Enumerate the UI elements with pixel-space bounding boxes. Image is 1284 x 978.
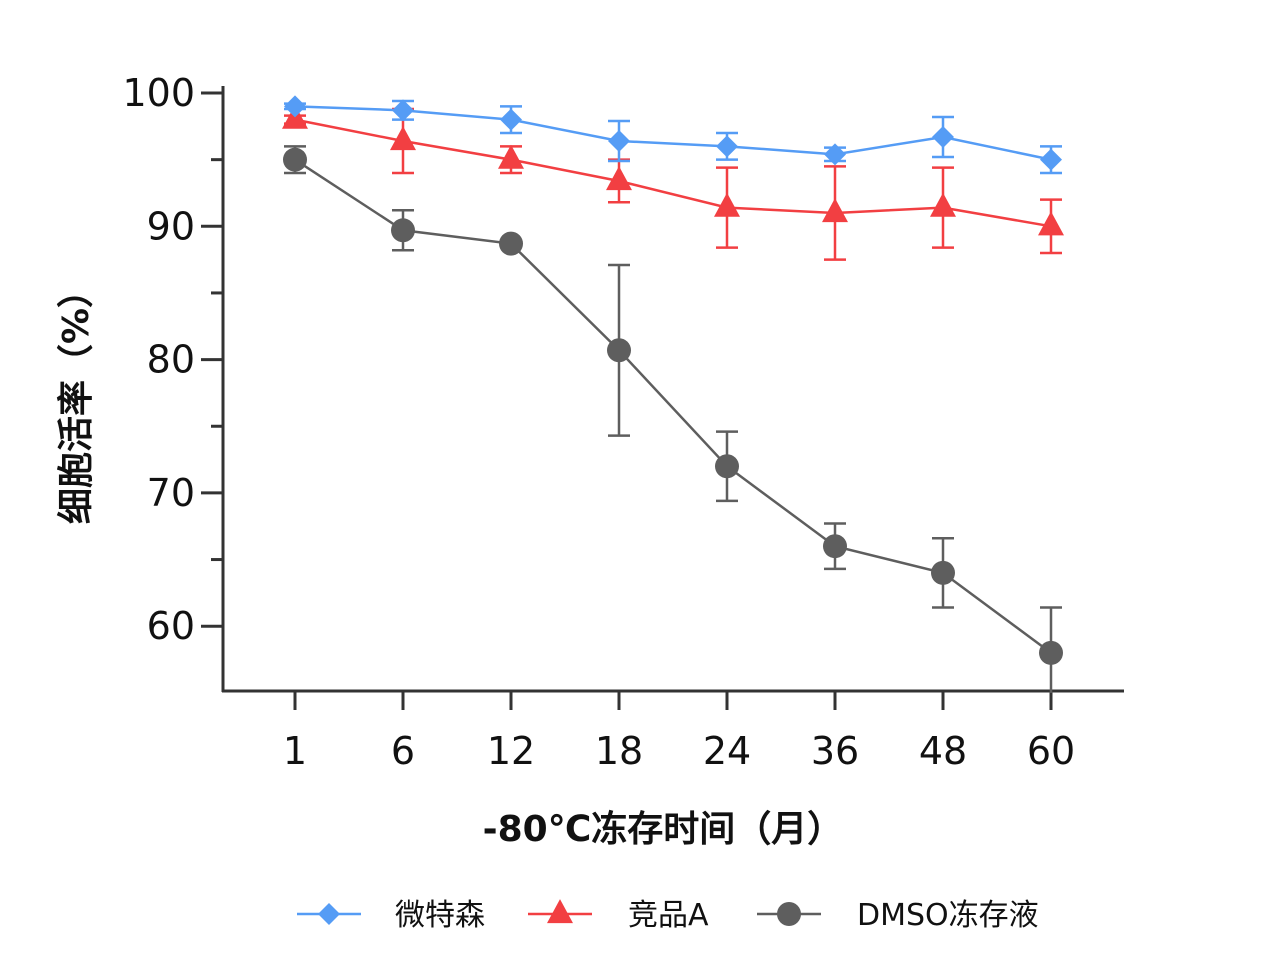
x-tick-label: 24 xyxy=(703,729,751,773)
data-point xyxy=(1039,640,1063,665)
series-0 xyxy=(284,95,1062,175)
data-point xyxy=(607,338,631,363)
legend-marker xyxy=(318,903,340,925)
data-point xyxy=(390,126,416,151)
legend-item: 竞品A xyxy=(528,898,709,933)
y-axis-title: 细胞活率（%） xyxy=(56,272,97,524)
y-tick-label: 90 xyxy=(147,204,195,248)
series-2 xyxy=(283,145,1063,693)
x-tick-label: 6 xyxy=(391,729,415,773)
data-point xyxy=(823,534,847,559)
data-point xyxy=(284,95,306,118)
data-point xyxy=(608,129,630,152)
data-point xyxy=(824,143,846,166)
plot-area xyxy=(282,95,1064,693)
legend: 微特森 竞品A DMSO冻存液 xyxy=(297,898,1039,933)
x-tick-label: 18 xyxy=(595,729,643,773)
y-tick-label: 60 xyxy=(147,604,195,648)
y-axis: 60 70 80 90 100 xyxy=(122,71,225,692)
data-point xyxy=(822,198,848,223)
series-line xyxy=(294,118,1052,228)
x-tick-label: 48 xyxy=(919,729,967,773)
x-tick-label: 1 xyxy=(283,729,307,773)
series-line xyxy=(294,158,1052,654)
data-point xyxy=(392,99,414,122)
legend-label: DMSO冻存液 xyxy=(857,898,1039,933)
data-point xyxy=(606,166,632,191)
y-tick-label: 80 xyxy=(147,338,195,382)
series-line xyxy=(294,105,1052,161)
x-axis-title: -80℃冻存时间（月） xyxy=(483,809,844,850)
x-tick-label: 36 xyxy=(811,729,859,773)
data-point xyxy=(932,125,954,148)
data-point xyxy=(498,144,524,169)
y-tick-label: 70 xyxy=(147,471,195,515)
legend-label: 竞品A xyxy=(628,898,709,933)
x-tick-label: 60 xyxy=(1027,729,1075,773)
legend-marker xyxy=(777,902,801,926)
legend-item: 微特森 xyxy=(297,898,485,933)
legend-label: 微特森 xyxy=(395,898,485,933)
data-point xyxy=(716,135,738,158)
data-point xyxy=(1040,148,1062,171)
data-point xyxy=(500,108,522,131)
x-axis: 1 6 12 18 24 36 48 60 xyxy=(222,689,1124,773)
data-point xyxy=(715,454,739,479)
data-point xyxy=(714,192,740,217)
x-tick-label: 12 xyxy=(487,729,535,773)
data-point xyxy=(499,231,523,256)
y-tick-label: 100 xyxy=(122,71,195,115)
legend-marker xyxy=(547,899,573,924)
data-point xyxy=(931,560,955,585)
data-point xyxy=(930,192,956,217)
data-point xyxy=(391,218,415,243)
legend-item: DMSO冻存液 xyxy=(757,898,1039,933)
data-point xyxy=(283,147,307,172)
data-point xyxy=(1038,211,1064,236)
